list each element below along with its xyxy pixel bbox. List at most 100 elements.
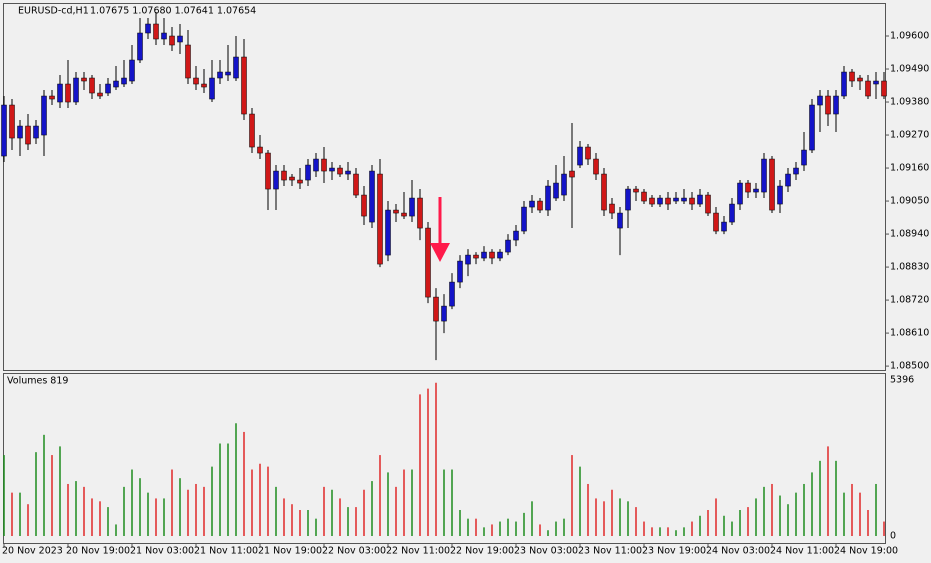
candle-body	[457, 260, 463, 283]
price-panel	[3, 3, 886, 371]
candle-body	[97, 92, 103, 97]
x-tick-label: 20 Nov 2023	[2, 546, 63, 557]
y-tick-label: 1.08500	[890, 361, 929, 372]
candle-body	[289, 176, 295, 181]
candle-body	[489, 251, 495, 259]
arrow-head	[430, 243, 450, 262]
candle-body	[345, 170, 351, 175]
candle-body	[849, 71, 855, 82]
candle-body	[409, 197, 415, 217]
candle-body	[417, 197, 423, 229]
candle-body	[857, 77, 863, 82]
candle-body	[265, 152, 271, 190]
candle-body	[65, 83, 71, 103]
header-ohlc: 1.07675 1.07680 1.07641 1.07654	[90, 6, 256, 17]
candle-body	[713, 212, 719, 232]
candle-body	[513, 230, 519, 241]
candle-body	[257, 146, 263, 154]
candle-body	[25, 125, 31, 145]
candle-body	[793, 167, 799, 175]
candle-body	[529, 200, 535, 208]
candle-body	[873, 80, 879, 85]
candle-body	[641, 191, 647, 202]
y-tick-label: 1.08720	[890, 295, 929, 306]
candle-body	[665, 197, 671, 205]
candle-body	[865, 80, 871, 97]
candle-body	[249, 113, 255, 148]
candle-body	[401, 212, 407, 217]
candle-body	[49, 95, 55, 100]
candle-body	[297, 179, 303, 184]
y-tick-label: 1.08940	[890, 229, 929, 240]
x-tick-label: 24 Nov 03:00	[706, 546, 770, 557]
candle-body	[369, 170, 375, 223]
candle-body	[393, 209, 399, 214]
x-tick-label: 21 Nov 11:00	[194, 546, 258, 557]
candle-body	[217, 71, 223, 79]
candle-body	[185, 44, 191, 79]
candle-body	[9, 104, 15, 139]
candle-body	[553, 182, 559, 199]
candle-body	[785, 173, 791, 187]
candle-body	[329, 167, 335, 172]
candle-body	[449, 281, 455, 307]
candle-body	[41, 95, 47, 136]
candle-body	[353, 173, 359, 196]
candle-body	[385, 209, 391, 256]
candle-body	[809, 104, 815, 151]
candle-body	[177, 35, 183, 43]
candle-body	[305, 164, 311, 181]
candle-body	[281, 170, 287, 181]
candle-body	[681, 197, 687, 202]
x-tick-label: 23 Nov 03:00	[514, 546, 578, 557]
candle-body	[17, 125, 23, 139]
x-tick-label: 21 Nov 03:00	[130, 546, 194, 557]
x-tick-label: 24 Nov 11:00	[770, 546, 834, 557]
candle-body	[697, 194, 703, 205]
symbol: EURUSD-cd,H1	[18, 6, 89, 17]
candle-body	[537, 200, 543, 211]
y-tick-label: 1.08610	[890, 328, 929, 339]
candle-body	[313, 158, 319, 172]
candle-body	[473, 254, 479, 259]
candle-body	[633, 188, 639, 193]
candle-body	[81, 77, 87, 82]
candle-body	[145, 23, 151, 34]
candle-body	[497, 251, 503, 259]
candle-body	[113, 80, 119, 88]
x-tick-label: 22 Nov 11:00	[386, 546, 450, 557]
candle-body	[777, 185, 783, 205]
candle-body	[521, 206, 527, 232]
candle-body	[89, 77, 95, 94]
y-tick-label: 1.08830	[890, 262, 929, 273]
candle-body	[601, 173, 607, 211]
candle-body	[617, 212, 623, 229]
candle-body	[273, 170, 279, 190]
y-tick-label: 0	[890, 531, 896, 542]
candle-body	[585, 146, 591, 160]
y-tick-label: 1.09160	[890, 163, 929, 174]
candle-body	[193, 77, 199, 85]
x-tick-label: 23 Nov 19:00	[642, 546, 706, 557]
candle-body	[137, 32, 143, 61]
candle-body	[729, 203, 735, 223]
candle-body	[225, 71, 231, 76]
candle-body	[1, 104, 7, 157]
candle-body	[121, 77, 127, 85]
candle-body	[153, 23, 159, 40]
y-tick-label: 1.09270	[890, 130, 929, 141]
candle-body	[233, 56, 239, 79]
candle-body	[753, 188, 759, 193]
x-tick-label: 20 Nov 19:00	[66, 546, 130, 557]
candle-body	[737, 182, 743, 205]
volume-title: Volumes 819	[7, 376, 68, 387]
candle-body	[241, 56, 247, 115]
x-tick-label: 21 Nov 19:00	[258, 546, 322, 557]
candle-body	[649, 197, 655, 205]
candle-body	[361, 194, 367, 217]
candle-body	[569, 170, 575, 178]
candle-body	[481, 251, 487, 259]
candle-body	[801, 149, 807, 166]
candle-body	[465, 254, 471, 265]
